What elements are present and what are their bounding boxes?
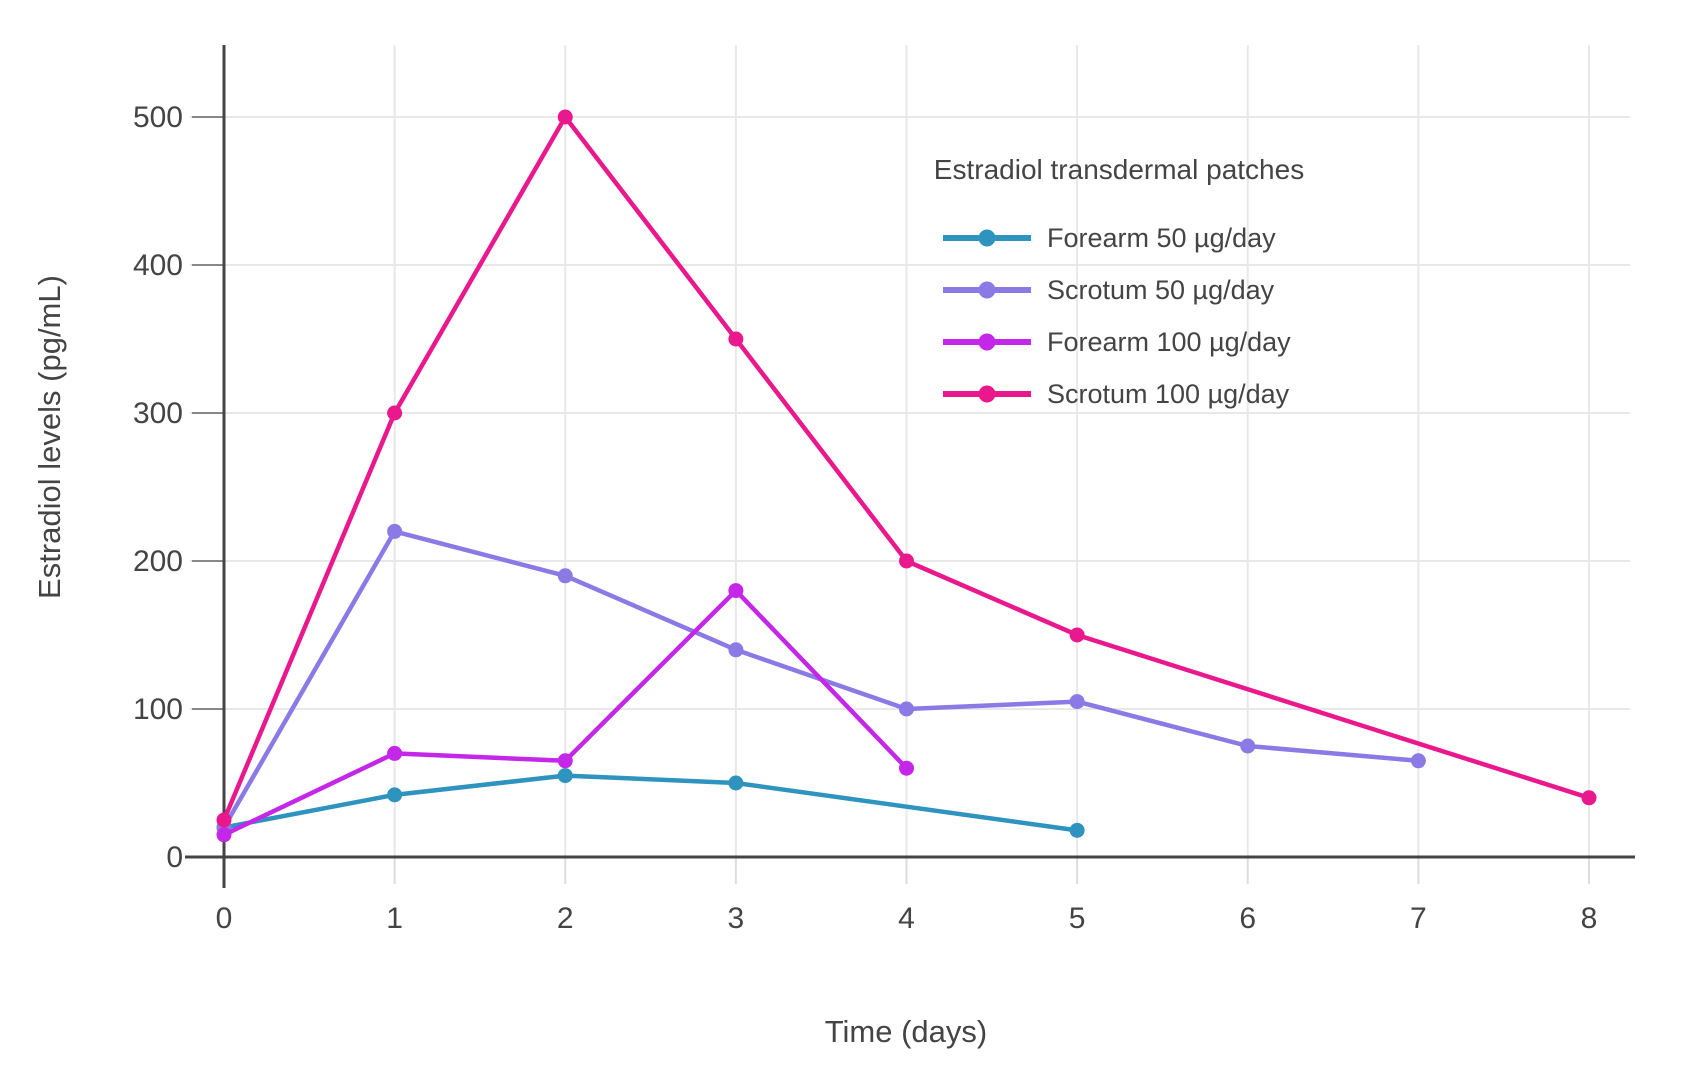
legend: Estradiol transdermal patches Forearm 50… (888, 148, 1350, 420)
data-point-scrotum-50-g-day[interactable] (387, 523, 403, 539)
data-point-forearm-50-g-day[interactable] (728, 775, 744, 791)
data-point-scrotum-100-g-day[interactable] (1581, 790, 1597, 806)
data-point-scrotum-50-g-day[interactable] (728, 642, 744, 658)
y-tick-label: 500 (133, 101, 183, 134)
legend-swatch-icon (943, 281, 1031, 299)
data-point-scrotum-50-g-day[interactable] (899, 701, 914, 717)
x-tick-label: 4 (898, 902, 915, 935)
data-point-scrotum-50-g-day[interactable] (1410, 753, 1426, 769)
y-tick-label: 100 (133, 693, 183, 726)
data-point-forearm-100-g-day[interactable] (387, 745, 403, 761)
series-line-forearm-50-g-day (221, 773, 1080, 833)
data-point-forearm-50-g-day[interactable] (387, 787, 403, 803)
data-point-forearm-100-g-day[interactable] (899, 760, 914, 776)
x-tick-label: 8 (1581, 902, 1598, 935)
data-point-scrotum-50-g-day[interactable] (557, 568, 573, 584)
y-tick-label: 300 (133, 397, 183, 430)
data-point-scrotum-100-g-day[interactable] (728, 331, 744, 347)
data-point-forearm-50-g-day[interactable] (557, 768, 573, 784)
legend-title: Estradiol transdermal patches (933, 154, 1305, 185)
y-tick-label: 200 (133, 545, 183, 578)
legend-label: Forearm 100 µg/day (1047, 326, 1291, 357)
legend-label: Scrotum 100 µg/day (1047, 378, 1290, 409)
x-tick-label: 1 (386, 902, 403, 935)
legend-item-scrotum-100[interactable]: Scrotum 100 µg/day (943, 368, 1350, 420)
legend-swatch-icon (943, 333, 1031, 351)
data-point-forearm-100-g-day[interactable] (216, 827, 232, 843)
x-tick-label: 0 (216, 902, 233, 935)
data-point-forearm-100-g-day[interactable] (557, 753, 573, 769)
x-tick-label: 5 (1069, 902, 1086, 935)
data-point-forearm-100-g-day[interactable] (728, 583, 744, 599)
x-tick-label: 2 (557, 902, 574, 935)
data-point-scrotum-100-g-day[interactable] (557, 109, 573, 125)
x-tick-label: 3 (728, 902, 745, 935)
legend-label: Scrotum 50 µg/day (1047, 274, 1275, 305)
y-tick-label: 0 (166, 841, 183, 874)
legend-item-forearm-50[interactable]: Forearm 50 µg/day (943, 212, 1350, 264)
data-point-scrotum-100-g-day[interactable] (216, 812, 232, 828)
legend-swatch-icon (943, 229, 1031, 247)
legend-label: Forearm 50 µg/day (1047, 222, 1276, 253)
legend-item-forearm-100[interactable]: Forearm 100 µg/day (943, 316, 1350, 368)
data-point-scrotum-100-g-day[interactable] (899, 553, 914, 569)
y-axis-title: Estradiol levels (pg/mL) (32, 275, 67, 599)
x-axis-title: Time (days) (824, 1014, 988, 1049)
legend-swatch-icon (943, 385, 1031, 403)
legend-item-scrotum-50[interactable]: Scrotum 50 µg/day (943, 264, 1350, 316)
legend-rows: Forearm 50 µg/day Scrotum 50 µg/day Fore… (943, 212, 1350, 420)
data-point-scrotum-50-g-day[interactable] (1069, 694, 1085, 710)
data-point-scrotum-50-g-day[interactable] (1240, 738, 1256, 754)
x-tick-label: 6 (1239, 902, 1256, 935)
data-point-scrotum-100-g-day[interactable] (387, 405, 403, 421)
y-tick-label: 400 (133, 249, 183, 282)
data-point-forearm-50-g-day[interactable] (1069, 822, 1085, 838)
data-point-scrotum-100-g-day[interactable] (1069, 627, 1085, 643)
x-tick-label: 7 (1410, 902, 1427, 935)
